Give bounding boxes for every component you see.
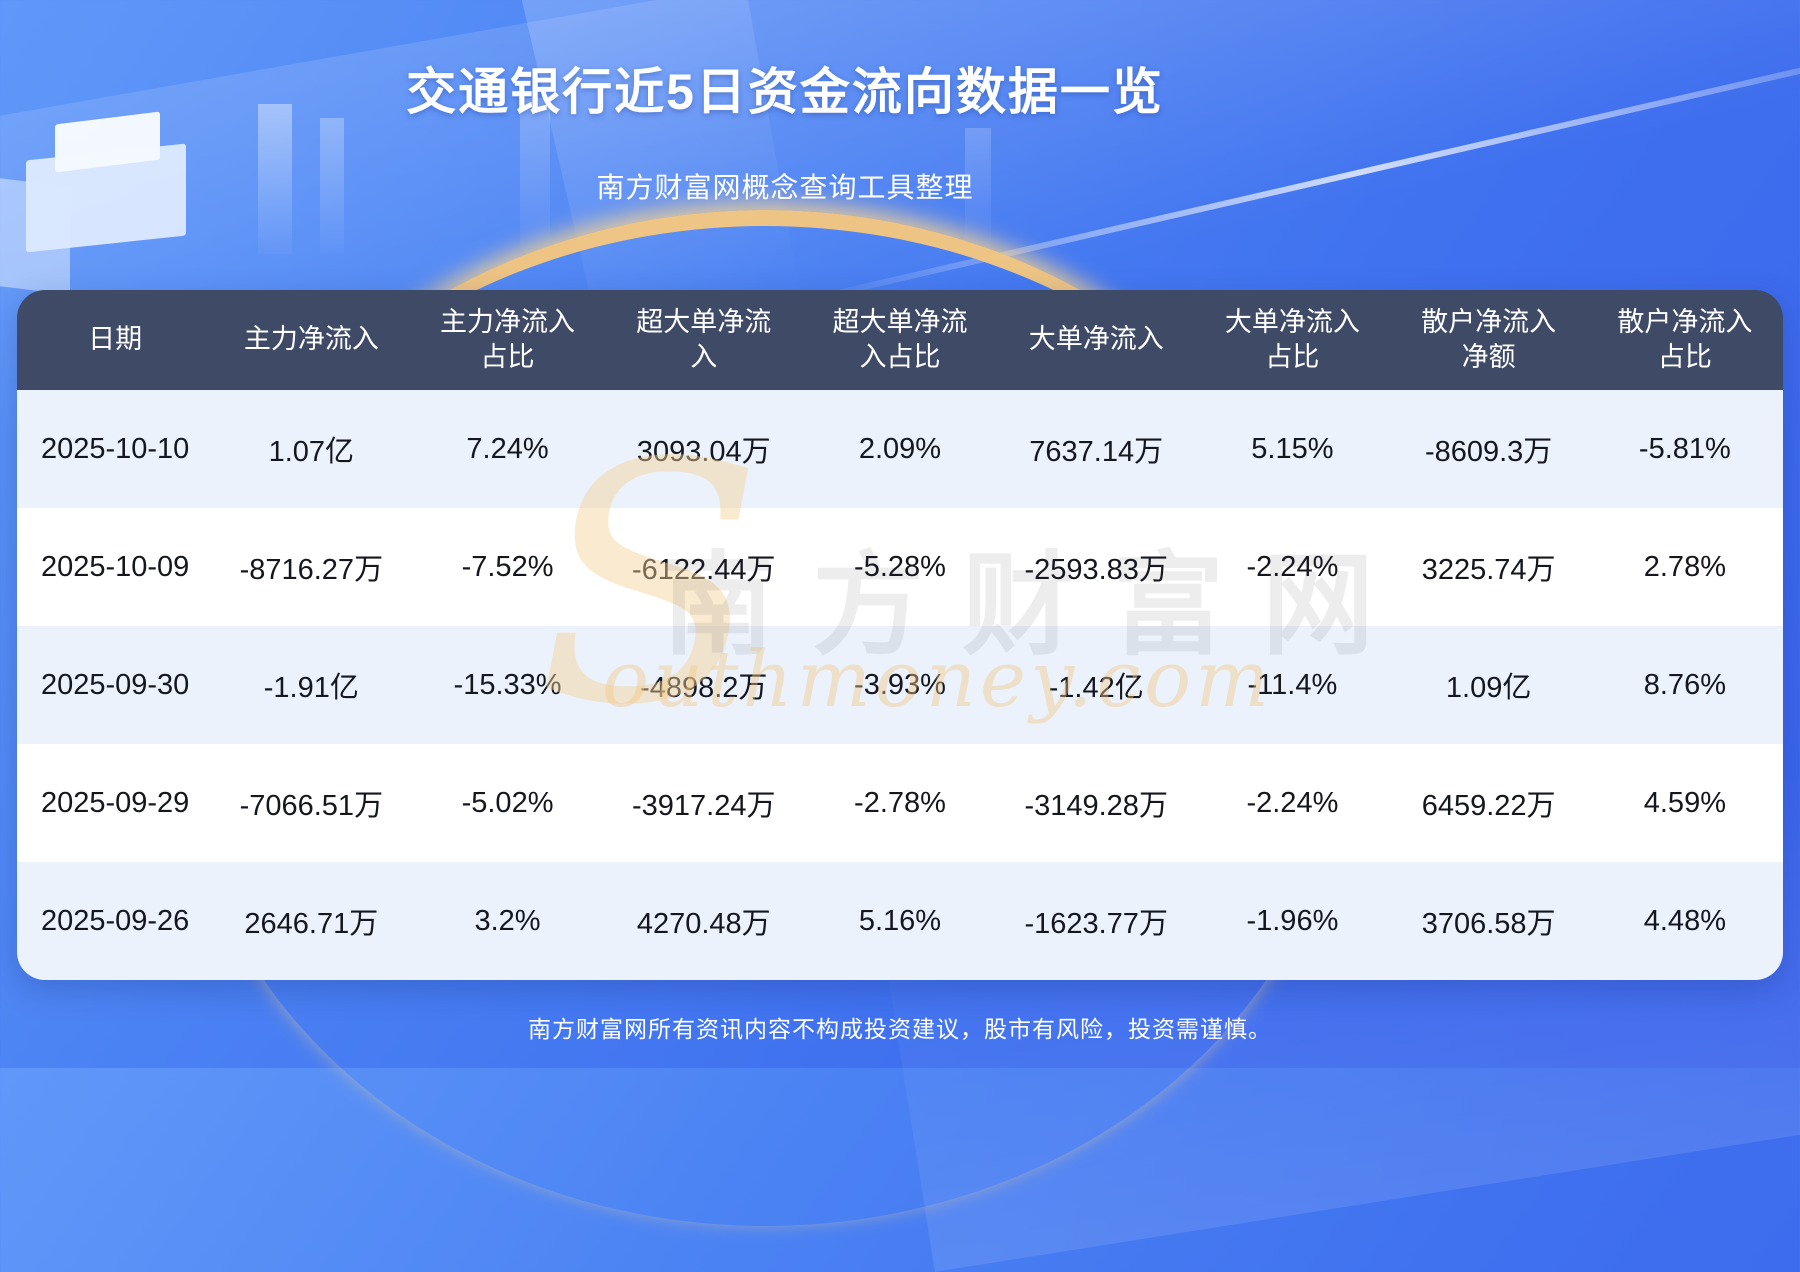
value-cell: -3.93% — [801, 626, 999, 744]
date-cell: 2025-09-29 — [17, 744, 214, 862]
value-cell: -7066.51万 — [213, 744, 410, 862]
value-cell: -4898.2万 — [605, 626, 802, 744]
date-cell: 2025-09-30 — [17, 626, 214, 744]
value-cell: -8716.27万 — [213, 508, 410, 626]
table-row: 2025-10-10 1.07亿 7.24% 3093.04万 2.09% 7637.14… — [17, 390, 1783, 508]
column-header: 日期 — [17, 290, 214, 390]
table-row: 2025-10-09 -8716.27万 -7.52% -6122.44万 -5.28%… — [17, 508, 1783, 626]
value-cell: -2.24% — [1194, 508, 1391, 626]
value-cell: 8.76% — [1586, 626, 1783, 744]
value-cell: -5.28% — [801, 508, 999, 626]
value-cell: 2646.71万 — [213, 862, 410, 980]
table-row: 2025-09-30 -1.91亿 -15.33% -4898.2万 -3.93% -1.… — [17, 626, 1783, 744]
value-cell: -1.42亿 — [998, 626, 1195, 744]
column-header: 散户净流入 净额 — [1390, 290, 1587, 390]
title-block: 交通银行近5日资金流向数据一览 南方财富网概念查询工具整理 — [0, 0, 1570, 206]
value-cell: -1.96% — [1194, 862, 1391, 980]
table-row: 2025-09-26 2646.71万 3.2% 4270.48万 5.16% -1623… — [17, 862, 1783, 980]
page-subtitle: 南方财富网概念查询工具整理 — [596, 172, 974, 203]
value-cell: 3225.74万 — [1390, 508, 1587, 626]
value-cell: -2.24% — [1194, 744, 1391, 862]
date-cell: 2025-10-10 — [17, 390, 214, 508]
value-cell: 2.78% — [1586, 508, 1783, 626]
column-header: 主力净流入 占比 — [409, 290, 606, 390]
date-cell: 2025-10-09 — [17, 508, 214, 626]
column-header: 超大单净流 入 — [605, 290, 802, 390]
column-header: 散户净流入 占比 — [1586, 290, 1783, 390]
value-cell: -1.91亿 — [213, 626, 410, 744]
value-cell: 5.16% — [801, 862, 999, 980]
column-header: 主力净流入 — [213, 290, 410, 390]
value-cell: 4.59% — [1586, 744, 1783, 862]
fund-flow-table-container: 日期 主力净流入 主力净流入 占比 超大单净流 入超大单净流 入占比 大单净流入 大单净流… — [17, 290, 1783, 980]
table-body: 2025-10-10 1.07亿 7.24% 3093.04万 2.09% 7637.14… — [17, 390, 1783, 980]
value-cell: -2593.83万 — [998, 508, 1195, 626]
column-header: 大单净流入 占比 — [1194, 290, 1391, 390]
value-cell: 1.09亿 — [1390, 626, 1587, 744]
page-title: 交通银行近5日资金流向数据一览 — [406, 64, 1164, 120]
value-cell: -11.4% — [1194, 626, 1391, 744]
value-cell: -3149.28万 — [998, 744, 1195, 862]
column-header: 大单净流入 — [998, 290, 1195, 390]
value-cell: -1623.77万 — [998, 862, 1195, 980]
value-cell: 6459.22万 — [1390, 744, 1587, 862]
value-cell: 4.48% — [1586, 862, 1783, 980]
column-header: 超大单净流 入占比 — [801, 290, 999, 390]
table-row: 2025-09-29 -7066.51万 -5.02% -3917.24万 -2.78%… — [17, 744, 1783, 862]
value-cell: -5.02% — [409, 744, 606, 862]
value-cell: 3.2% — [409, 862, 606, 980]
value-cell: -6122.44万 — [605, 508, 802, 626]
value-cell: 7637.14万 — [998, 390, 1195, 508]
value-cell: 3093.04万 — [605, 390, 802, 508]
value-cell: -2.78% — [801, 744, 999, 862]
header-row: 日期 主力净流入 主力净流入 占比 超大单净流 入超大单净流 入占比 大单净流入 大单净流… — [17, 290, 1783, 390]
value-cell: -3917.24万 — [605, 744, 802, 862]
value-cell: 2.09% — [801, 390, 999, 508]
date-cell: 2025-09-26 — [17, 862, 214, 980]
fund-flow-table: 日期 主力净流入 主力净流入 占比 超大单净流 入超大单净流 入占比 大单净流入 大单净流… — [17, 290, 1783, 980]
value-cell: 4270.48万 — [605, 862, 802, 980]
value-cell: -15.33% — [409, 626, 606, 744]
value-cell: 3706.58万 — [1390, 862, 1587, 980]
value-cell: -7.52% — [409, 508, 606, 626]
table-header: 日期 主力净流入 主力净流入 占比 超大单净流 入超大单净流 入占比 大单净流入 大单净流… — [17, 290, 1783, 390]
value-cell: 7.24% — [409, 390, 606, 508]
value-cell: 5.15% — [1194, 390, 1391, 508]
disclaimer-text: 南方财富网所有资讯内容不构成投资建议，股市有风险，投资需谨慎。 — [528, 1016, 1272, 1042]
value-cell: 1.07亿 — [213, 390, 410, 508]
value-cell: -8609.3万 — [1390, 390, 1587, 508]
value-cell: -5.81% — [1586, 390, 1783, 508]
